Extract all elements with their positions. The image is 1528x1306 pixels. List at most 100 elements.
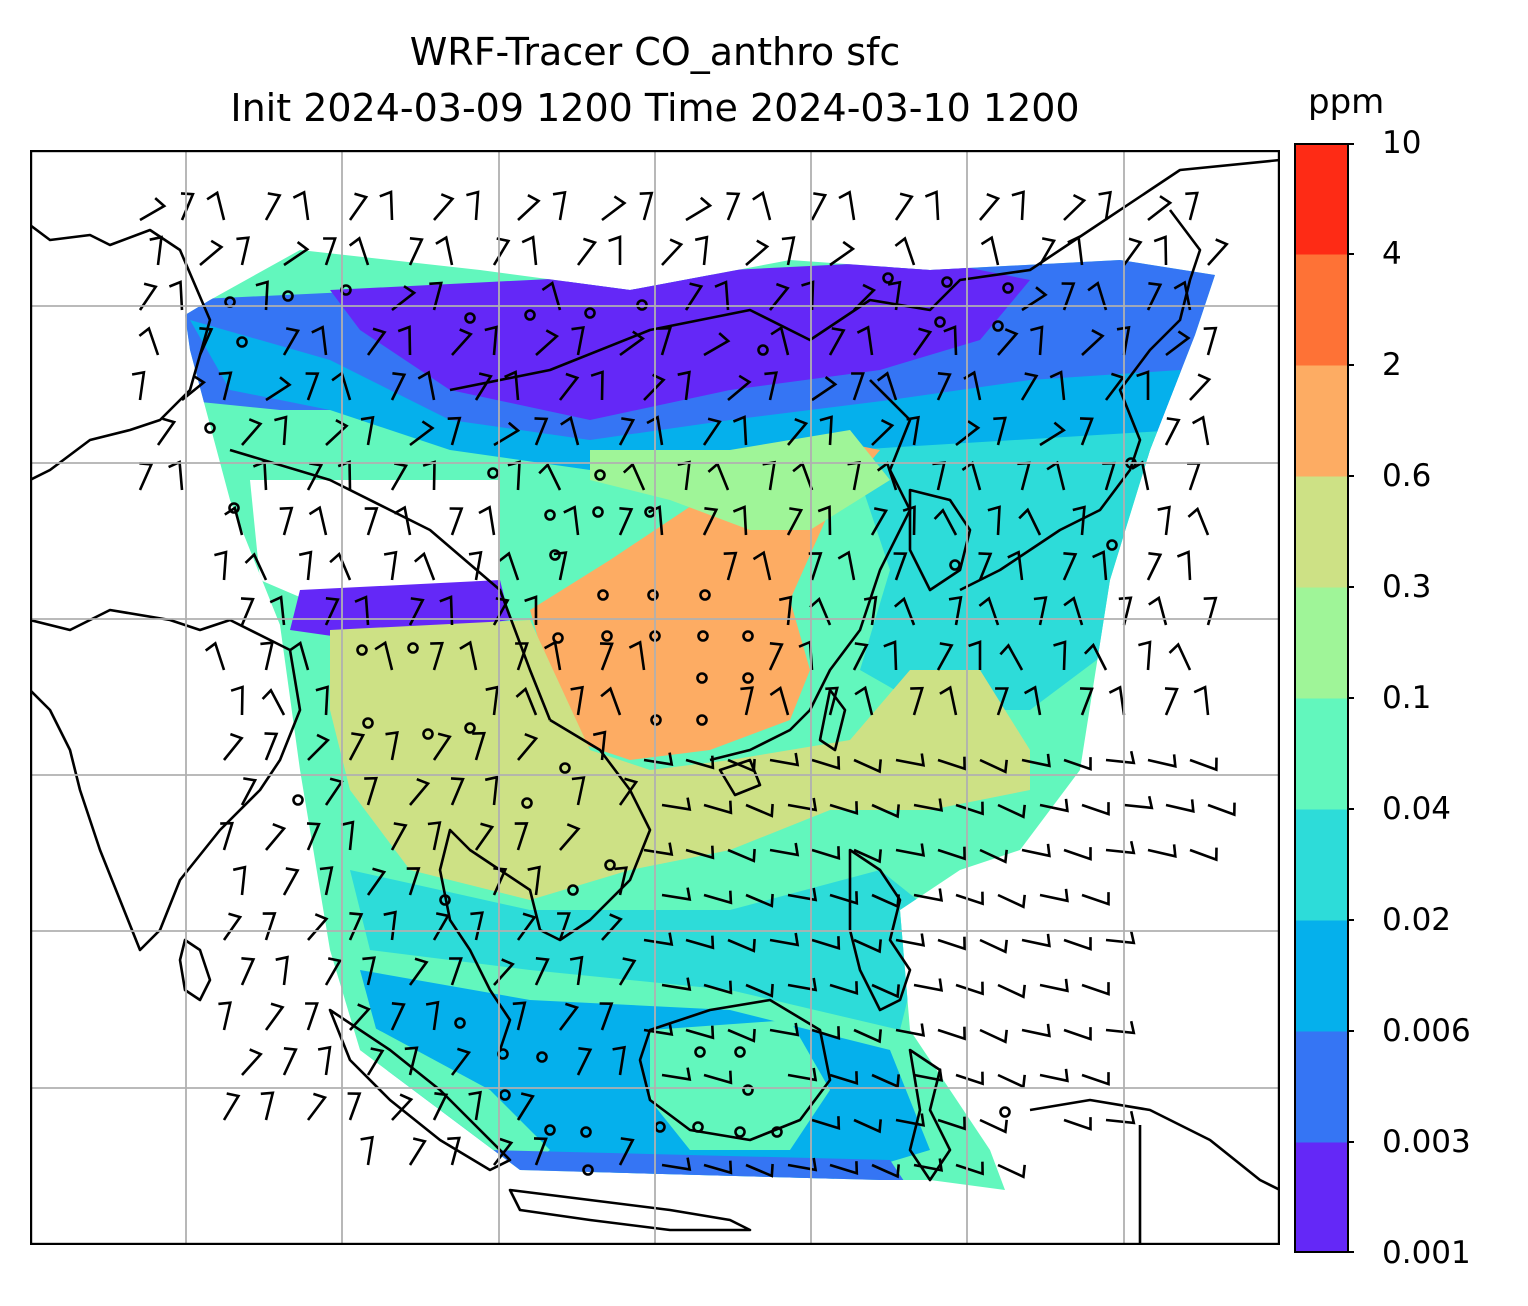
wind-barb [643, 1022, 674, 1036]
wind-barb [787, 417, 809, 446]
wind-barb [255, 280, 269, 311]
wind-barb [661, 977, 692, 991]
wind-barb [408, 1137, 427, 1166]
wind-barb [1187, 506, 1210, 536]
wind-barb [149, 235, 163, 266]
wind-barb [397, 325, 412, 356]
calm-marker [594, 469, 606, 481]
wind-barb [948, 595, 963, 626]
wind-barb [811, 756, 841, 770]
wind-barb [685, 755, 715, 770]
wind-barb [282, 867, 300, 896]
coast-java [508, 1188, 752, 1232]
calm-marker [949, 559, 961, 571]
wind-barb [484, 775, 499, 806]
wind-barb [979, 938, 1008, 954]
calm-marker [692, 1121, 704, 1133]
wind-barb [619, 330, 645, 357]
wind-barb [727, 938, 756, 953]
calm-marker [636, 299, 648, 311]
colorbar-tick-label: 0.001 [1382, 1235, 1471, 1271]
wind-barb [979, 1118, 1008, 1134]
calm-marker [407, 642, 419, 654]
wind-barb [391, 1093, 414, 1121]
gridlines [30, 150, 1280, 1245]
wind-barb [354, 595, 370, 626]
wind-barb [811, 1116, 841, 1130]
wind-barb [618, 1137, 635, 1166]
wind-barb [658, 326, 672, 356]
wind-barb [702, 507, 719, 536]
wind-barb [727, 848, 756, 863]
wind-barb [895, 1023, 926, 1037]
colorbar-frame [1294, 143, 1349, 1253]
wind-barb [422, 460, 436, 491]
wind-barb [811, 936, 841, 950]
wind-barb [801, 280, 815, 311]
wind-barb [274, 415, 288, 446]
calm-marker [524, 309, 536, 321]
wind-barb [745, 983, 774, 998]
wind-barb [260, 1091, 275, 1121]
colorbar-segment [1294, 254, 1349, 366]
wind-barb [1189, 847, 1218, 862]
colorbar-segment [1294, 476, 1349, 588]
wind-barb [282, 1047, 298, 1076]
wind-barb [240, 597, 255, 626]
wind-barb [856, 325, 874, 356]
wind-barb [1203, 596, 1218, 626]
wind-barb [432, 912, 451, 941]
wind-barb [1079, 417, 1094, 446]
wind-barb [910, 686, 924, 716]
wind-barb [1176, 550, 1192, 581]
calm-marker [521, 797, 533, 809]
wind-barb [553, 551, 568, 581]
coast-philippines [848, 848, 912, 1012]
wind-barb [1063, 1117, 1092, 1131]
wind-barb [876, 371, 898, 401]
wind-barb [1146, 282, 1163, 311]
wind-barb [527, 865, 541, 896]
wind-barb [408, 597, 425, 626]
wind-barb [535, 329, 560, 356]
wind-barb [349, 1003, 371, 1031]
wind-barb [1157, 505, 1171, 536]
wind-barb [871, 1163, 900, 1179]
wind-barb [323, 237, 337, 266]
wind-barb [829, 1071, 859, 1085]
wind-barb [218, 371, 233, 401]
band-indochina [330, 620, 1030, 900]
wind-barb [222, 732, 244, 761]
wind-barb [292, 190, 310, 221]
wind-barb [232, 865, 247, 896]
wind-barb [811, 1026, 841, 1040]
wind-barb [883, 640, 898, 671]
wind-barb [853, 283, 877, 311]
wind-barb [244, 552, 268, 581]
wind-barb [534, 417, 549, 446]
wind-barb [439, 595, 454, 626]
wind-barb [913, 798, 944, 812]
calm-marker [292, 794, 304, 806]
calm-marker [580, 1126, 592, 1138]
wind-barb [1164, 417, 1181, 446]
wind-barb [752, 550, 772, 581]
wind-barb [236, 236, 250, 266]
wind-barb [895, 1113, 926, 1127]
calm-marker [699, 589, 711, 601]
wind-barb [1018, 507, 1042, 536]
wind-barb [661, 887, 692, 901]
wind-barb [787, 977, 818, 992]
wind-barb [206, 190, 226, 221]
wind-barb [515, 642, 529, 671]
wind-barb [1021, 753, 1051, 768]
wind-barb [390, 822, 408, 851]
wind-barb [1148, 595, 1168, 626]
wind-barb [390, 462, 409, 491]
wind-barb [360, 415, 375, 446]
calm-marker [559, 762, 571, 774]
wind-barb [997, 893, 1026, 909]
wind-barb [853, 848, 882, 864]
calm-marker [464, 722, 476, 734]
wind-barb [978, 596, 1000, 626]
